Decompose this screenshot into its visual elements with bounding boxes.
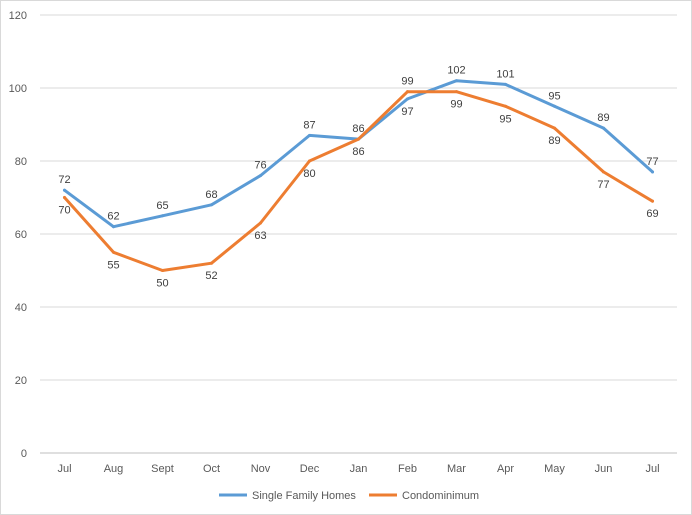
y-tick-label: 40 xyxy=(15,302,27,314)
y-tick-label: 60 xyxy=(15,229,27,241)
data-point xyxy=(63,196,66,199)
y-tick-label: 80 xyxy=(15,156,27,168)
data-label: 99 xyxy=(450,99,462,111)
x-tick-label: Jun xyxy=(595,463,613,475)
data-point xyxy=(602,170,605,174)
data-point xyxy=(210,261,213,265)
data-label: 77 xyxy=(646,156,658,168)
x-tick-label: Dec xyxy=(300,463,320,475)
data-point xyxy=(651,199,654,203)
x-tick-label: Jul xyxy=(57,463,71,475)
x-tick-label: May xyxy=(544,463,565,475)
data-label: 76 xyxy=(254,160,266,172)
x-tick-label: Jan xyxy=(350,463,368,475)
data-point xyxy=(161,214,164,218)
data-point xyxy=(553,104,556,108)
data-label: 95 xyxy=(499,113,511,125)
data-label: 95 xyxy=(548,90,560,102)
data-point xyxy=(553,126,556,130)
data-label: 72 xyxy=(58,174,70,186)
y-tick-label: 0 xyxy=(21,448,27,460)
x-tick-label: Apr xyxy=(497,463,514,475)
data-point xyxy=(259,221,262,225)
data-point xyxy=(308,159,311,163)
data-point xyxy=(406,97,409,101)
data-label: 55 xyxy=(107,259,119,271)
x-tick-label: Sept xyxy=(151,463,174,475)
x-tick-label: Oct xyxy=(203,463,220,475)
legend-label: Single Family Homes xyxy=(252,490,356,502)
legend-label: Condominimum xyxy=(402,490,479,502)
data-label: 62 xyxy=(107,211,119,223)
x-tick-label: Jul xyxy=(645,463,659,475)
data-point xyxy=(259,174,262,178)
data-label: 68 xyxy=(205,189,217,201)
data-label: 102 xyxy=(447,65,465,77)
y-tick-label: 20 xyxy=(15,375,27,387)
data-label: 86 xyxy=(352,123,364,135)
x-tick-label: Feb xyxy=(398,463,417,475)
data-point xyxy=(455,90,458,94)
data-label: 101 xyxy=(496,68,514,80)
data-point xyxy=(357,137,360,141)
data-label: 70 xyxy=(58,205,70,217)
y-tick-label: 100 xyxy=(9,83,27,95)
data-label: 99 xyxy=(401,76,413,88)
data-label: 80 xyxy=(303,168,315,180)
y-axis-ticks: 0 20 40 60 80 100 120 xyxy=(9,10,27,460)
x-axis-ticks: Jul Aug Sept Oct Nov Dec Jan Feb Mar Apr May Jun Jul xyxy=(57,463,659,475)
data-labels: 72 62 65 68 76 87 86 97 102 101 95 89 77 70 55 50 52 63 80… xyxy=(58,65,658,290)
series-lines xyxy=(63,79,654,272)
y-tick-label: 120 xyxy=(9,10,27,22)
data-point xyxy=(161,269,164,272)
data-point xyxy=(308,133,311,137)
data-label: 50 xyxy=(156,278,168,290)
data-label: 89 xyxy=(597,112,609,124)
data-label: 87 xyxy=(303,119,315,131)
data-point xyxy=(112,225,115,229)
data-point xyxy=(210,203,213,207)
data-label: 65 xyxy=(156,200,168,212)
data-point xyxy=(406,90,409,94)
gridlines xyxy=(40,14,677,454)
x-tick-label: Mar xyxy=(447,463,466,475)
data-label: 52 xyxy=(205,270,217,282)
data-label: 97 xyxy=(401,106,413,118)
data-point xyxy=(112,250,115,254)
data-label: 69 xyxy=(646,208,658,220)
data-point xyxy=(63,188,66,192)
data-label: 63 xyxy=(254,230,266,242)
x-tick-label: Nov xyxy=(251,463,271,475)
data-label: 77 xyxy=(597,179,609,191)
data-point xyxy=(602,126,605,130)
legend: Single Family Homes Condominimum xyxy=(219,490,479,502)
data-label: 86 xyxy=(352,146,364,158)
data-label: 89 xyxy=(548,135,560,147)
data-point xyxy=(504,82,507,86)
data-point xyxy=(504,104,507,108)
data-point xyxy=(455,79,458,83)
x-tick-label: Aug xyxy=(104,463,124,475)
data-point xyxy=(651,170,654,174)
